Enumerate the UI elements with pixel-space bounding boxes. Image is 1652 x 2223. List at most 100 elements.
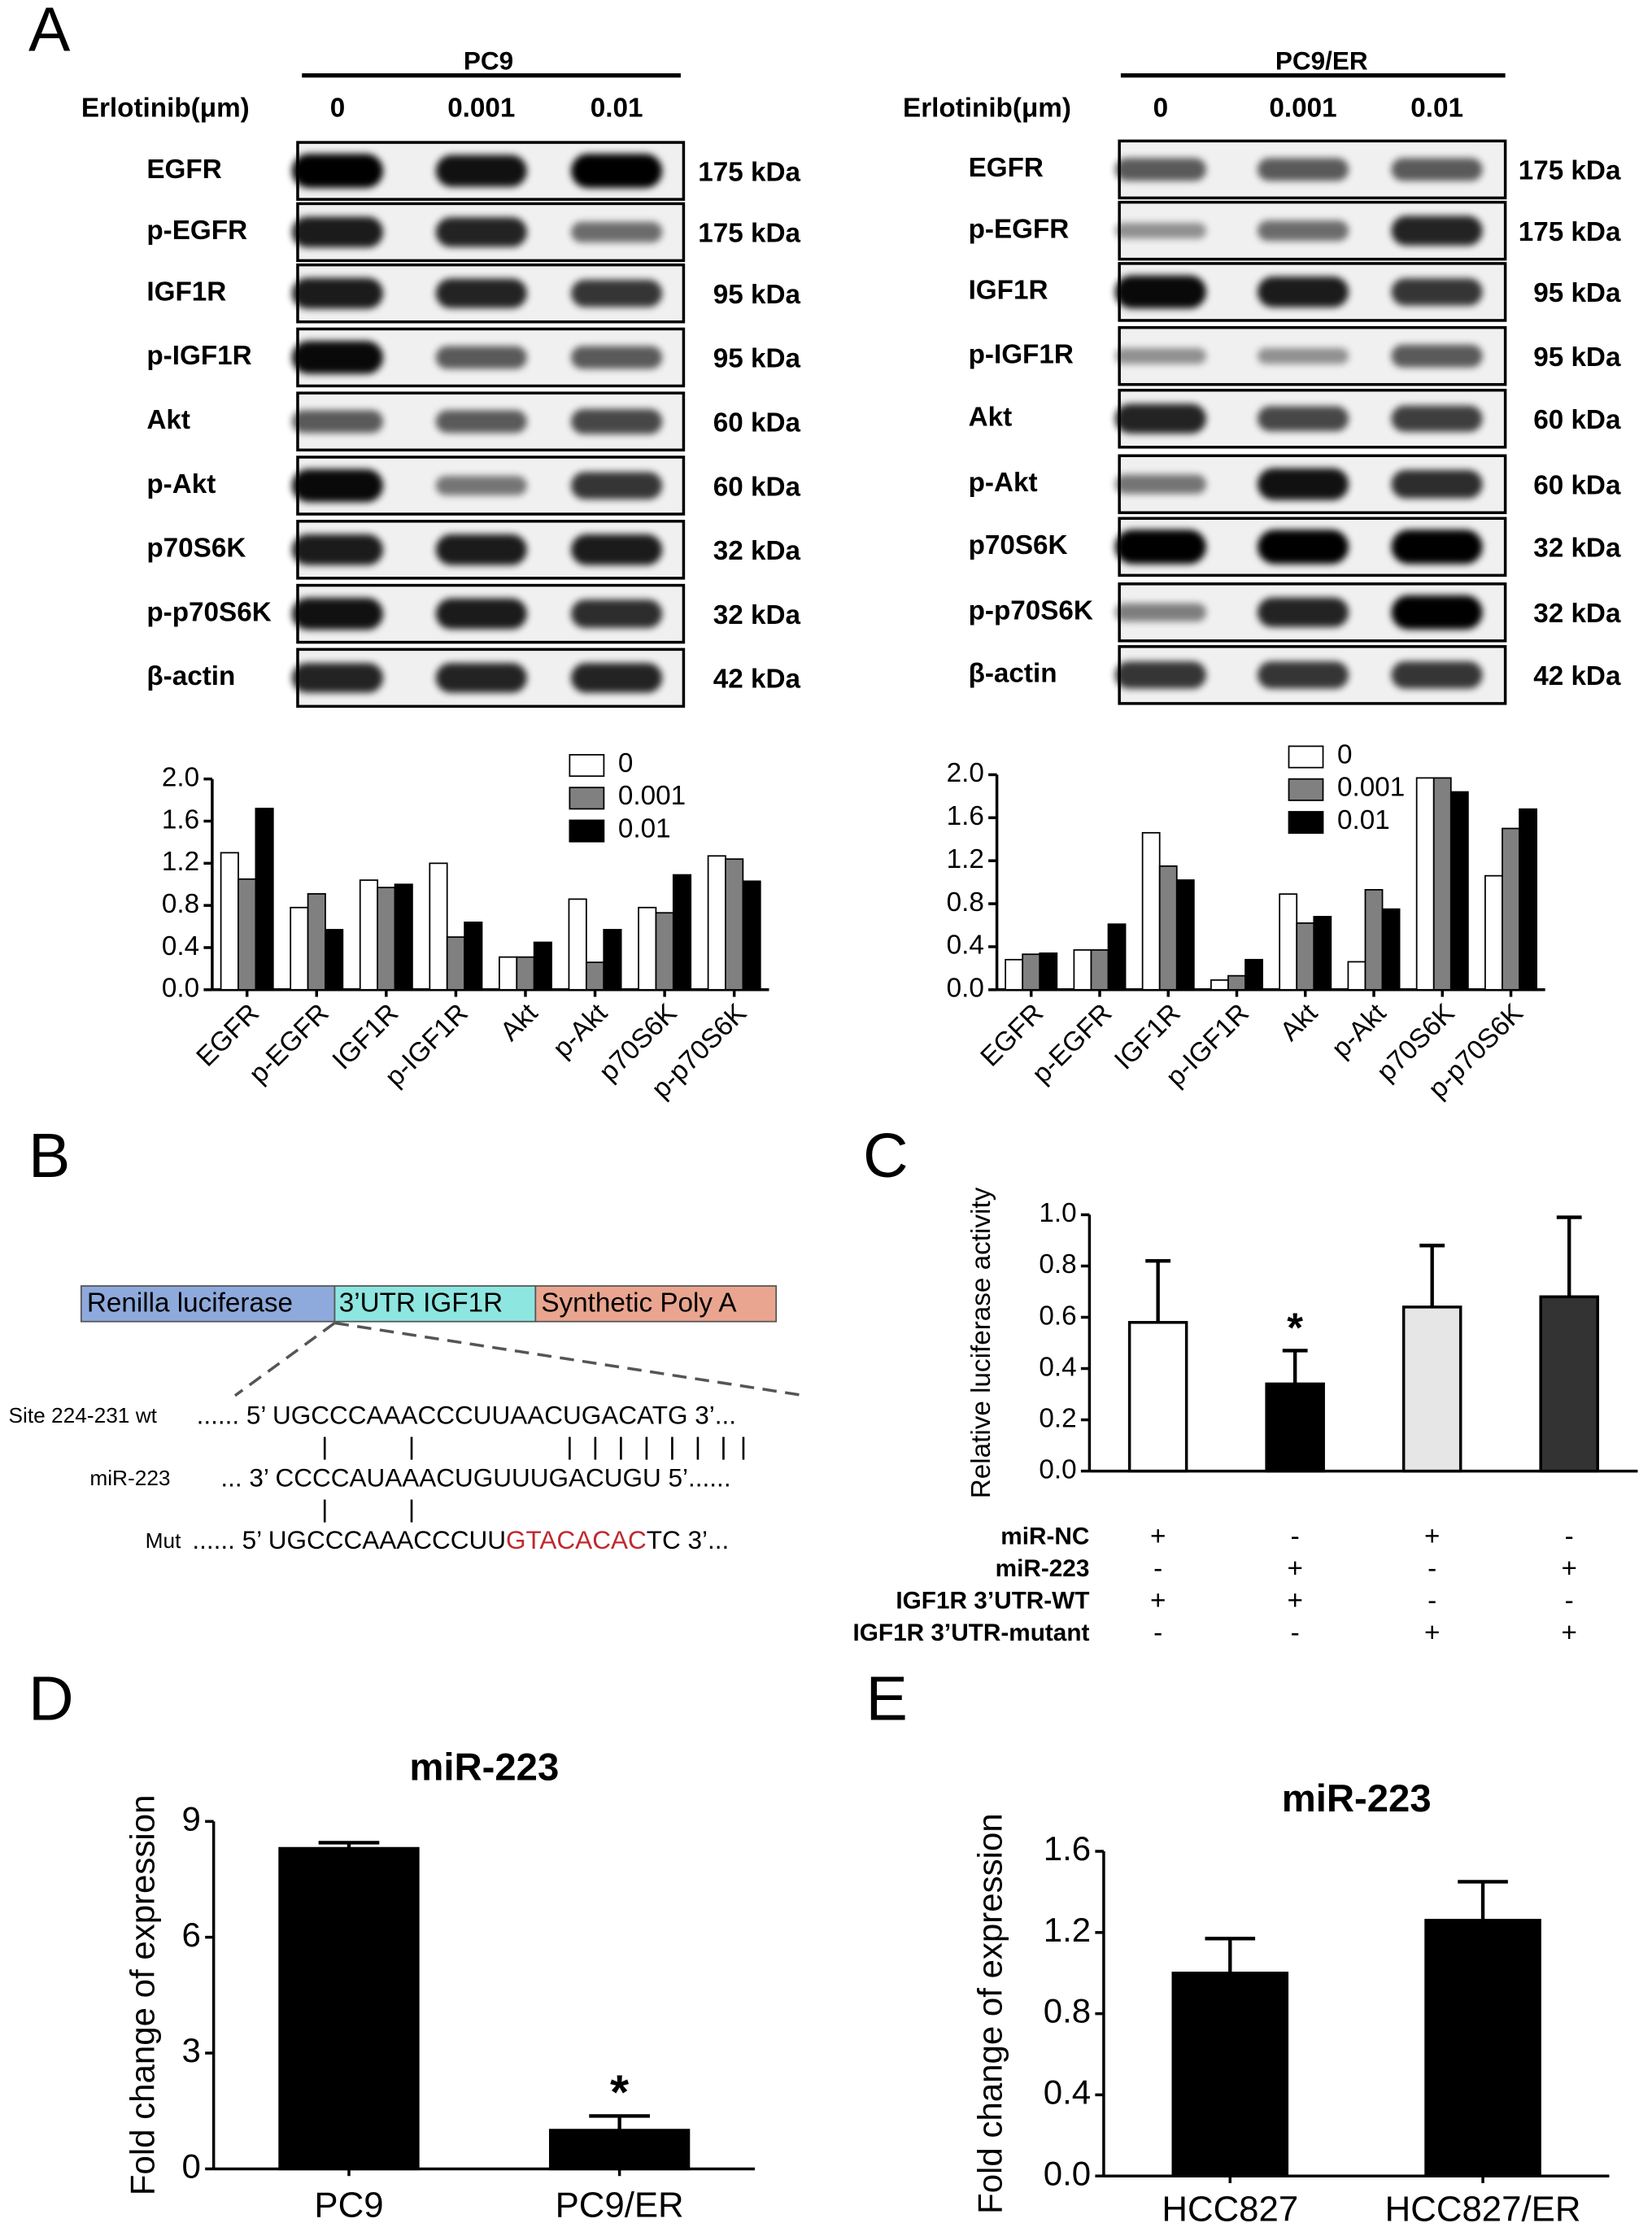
protein-size: 42 kDa bbox=[713, 665, 801, 695]
treatment-label: Erlotinib(μm) bbox=[81, 94, 250, 124]
condition-label: miR-NC bbox=[1000, 1523, 1089, 1550]
bar bbox=[1227, 974, 1246, 991]
bar bbox=[1127, 1321, 1188, 1473]
construct-box bbox=[80, 1285, 336, 1323]
bar bbox=[603, 929, 622, 991]
blot-band bbox=[291, 277, 384, 309]
blot-band bbox=[1257, 597, 1349, 628]
y-axis-label: Relative luciferase activity bbox=[966, 1187, 996, 1498]
bar bbox=[499, 956, 518, 991]
protein-size: 175 kDa bbox=[698, 157, 800, 187]
condition-mark: + bbox=[1287, 1554, 1302, 1584]
y-tick-label: 1.6 bbox=[1044, 1829, 1091, 1868]
blot-band bbox=[1114, 347, 1206, 364]
chart-title: miR-223 bbox=[1282, 1777, 1432, 1820]
protein-size: 175 kDa bbox=[1519, 217, 1621, 247]
condition-mark: + bbox=[1424, 1618, 1440, 1648]
condition-label: IGF1R 3’UTR-WT bbox=[896, 1588, 1089, 1615]
condition-mark: + bbox=[1287, 1585, 1302, 1615]
bar bbox=[1022, 953, 1041, 991]
legend-label: 0.001 bbox=[618, 781, 686, 811]
bar bbox=[238, 878, 257, 991]
blot-band bbox=[291, 469, 384, 503]
blot-band bbox=[1114, 474, 1206, 495]
y-tick-label: 0.4 bbox=[1044, 2073, 1091, 2112]
x-tick-label: PC9/ER bbox=[556, 2185, 684, 2223]
dose: 0 bbox=[330, 94, 346, 124]
construct-label: Renilla luciferase bbox=[87, 1288, 293, 1319]
blot-band bbox=[291, 410, 384, 434]
bar bbox=[1005, 958, 1024, 991]
y-tick-label: 0.2 bbox=[1039, 1403, 1076, 1433]
condition-label: miR-223 bbox=[996, 1555, 1090, 1582]
protein-size: 175 kDa bbox=[1519, 156, 1621, 186]
blot-band bbox=[571, 534, 663, 565]
bar bbox=[585, 961, 605, 991]
condition-label: IGF1R 3’UTR-mutant bbox=[853, 1619, 1090, 1646]
zoom-line bbox=[334, 1321, 805, 1397]
bar bbox=[1141, 831, 1161, 991]
y-tick-label: 2.0 bbox=[947, 758, 984, 788]
bar bbox=[568, 898, 587, 991]
mutation: GTACACAC bbox=[506, 1525, 647, 1554]
condition-mark: - bbox=[1565, 1522, 1574, 1552]
dose: 0 bbox=[1153, 94, 1169, 124]
blot-band bbox=[1114, 603, 1206, 622]
blot-band bbox=[435, 476, 527, 495]
condition-mark: - bbox=[1428, 1585, 1436, 1615]
sequence: ... 3’ CCCCAUAAACUGUUUGACUGU 5’...... bbox=[220, 1462, 730, 1492]
annotation: * bbox=[1287, 1304, 1303, 1350]
blot-band bbox=[1391, 595, 1483, 630]
blot-band bbox=[1257, 661, 1349, 689]
sequence-part: ...... 5’ UGCCCAAACCCUU bbox=[192, 1525, 506, 1554]
y-axis-label: Fold change of expression bbox=[970, 1813, 1009, 2214]
y-tick-label: 0.8 bbox=[1044, 1992, 1091, 2030]
blot-band bbox=[1391, 278, 1483, 306]
bar bbox=[1175, 879, 1195, 991]
bar bbox=[1244, 958, 1263, 991]
protein-size: 60 kDa bbox=[713, 408, 801, 438]
protein-size: 95 kDa bbox=[1533, 278, 1621, 308]
annotation: * bbox=[610, 2065, 630, 2120]
sequence: ...... 5’ UGCCCAAACCCUUAACUGACATG 3’... bbox=[197, 1400, 736, 1429]
x-tick-label: HCC827 bbox=[1162, 2190, 1298, 2223]
protein-size: 95 kDa bbox=[713, 344, 801, 374]
blot-band bbox=[571, 279, 663, 307]
chart-title: miR-223 bbox=[409, 1746, 559, 1789]
bar bbox=[516, 956, 535, 991]
cell-line: PC9/ER bbox=[1275, 46, 1368, 75]
y-tick-label: 1.2 bbox=[947, 844, 984, 874]
protein-name: p-Akt bbox=[146, 469, 216, 499]
blot-band bbox=[435, 598, 527, 630]
condition-mark: - bbox=[1428, 1554, 1436, 1584]
y-tick-label: 0.0 bbox=[162, 974, 199, 1004]
y-tick-label: 9 bbox=[182, 1799, 201, 1837]
protein-size: 95 kDa bbox=[1533, 342, 1621, 373]
bar bbox=[1449, 791, 1469, 991]
y-tick-label: 6 bbox=[182, 1916, 201, 1954]
y-tick-label: 0.4 bbox=[1039, 1352, 1076, 1382]
blot-band bbox=[1391, 530, 1483, 564]
protein-name: p-p70S6K bbox=[969, 596, 1093, 626]
blot-band bbox=[1114, 403, 1206, 434]
panel-label: B bbox=[28, 1121, 70, 1191]
y-tick-label: 1.6 bbox=[162, 804, 199, 835]
blot-band bbox=[435, 534, 527, 565]
protein-size: 32 kDa bbox=[1533, 599, 1621, 629]
legend-swatch bbox=[1288, 778, 1324, 801]
zoom-line bbox=[233, 1322, 336, 1397]
legend-label: 0 bbox=[618, 748, 633, 778]
bar bbox=[1364, 888, 1384, 991]
bar bbox=[1210, 979, 1229, 991]
x-tick-label: PC9 bbox=[314, 2185, 383, 2223]
protein-name: p-IGF1R bbox=[146, 341, 251, 371]
blot-band bbox=[571, 221, 663, 242]
blot-band bbox=[1114, 661, 1206, 689]
blot-band bbox=[1114, 530, 1206, 564]
y-tick-label: 1.6 bbox=[947, 801, 984, 831]
condition-mark: - bbox=[1153, 1554, 1162, 1584]
blot-band bbox=[1257, 468, 1349, 500]
bar bbox=[1484, 874, 1503, 991]
blot-band bbox=[1257, 277, 1349, 307]
y-tick-label: 0.6 bbox=[1039, 1301, 1076, 1331]
